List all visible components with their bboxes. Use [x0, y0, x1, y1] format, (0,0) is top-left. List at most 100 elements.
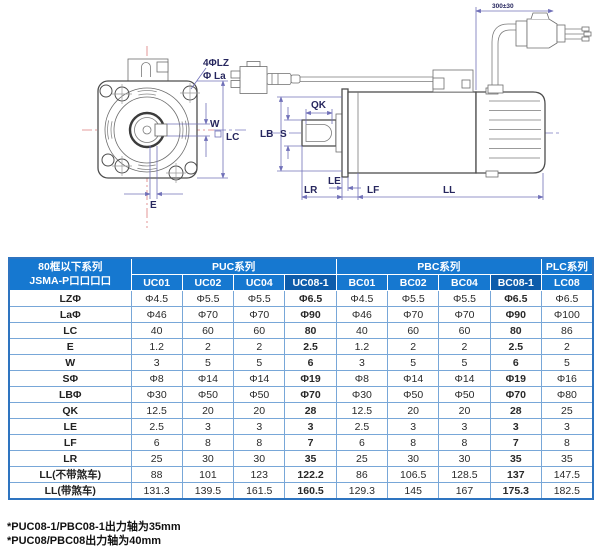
footnote-shaft-35mm: *PUC08-1/PBC08-1出力轴为35mm [7, 521, 181, 533]
cell: 40 [335, 322, 389, 339]
cell: 2 [540, 338, 594, 355]
cell: 7 [284, 434, 337, 451]
cell: Φ16 [540, 370, 594, 387]
cell: 175.3 [489, 482, 542, 500]
cell: Φ14 [233, 370, 286, 387]
cell: 2.5 [335, 418, 389, 435]
cell: Φ4.5 [335, 290, 389, 307]
cell: 3 [130, 354, 183, 371]
column-header: BC08-1 [489, 274, 542, 291]
cell: 8 [181, 434, 235, 451]
cell: Φ19 [489, 370, 542, 387]
cell: 28 [284, 402, 337, 419]
table-row: LL(不带煞车) 88 101 123 122.2 86 106.5 128.5 137 147.… [8, 466, 594, 483]
cell: 88 [130, 466, 183, 483]
cell: 20 [438, 402, 491, 419]
cell: 5 [181, 354, 235, 371]
column-header: UC01 [130, 274, 183, 291]
row-label: LZΦ [8, 290, 132, 307]
cell: 3 [438, 418, 491, 435]
cell: 20 [233, 402, 286, 419]
cell: 137 [489, 466, 542, 483]
cell: 123 [233, 466, 286, 483]
cell: Φ5.5 [233, 290, 286, 307]
cell: 80 [284, 322, 337, 339]
cell: 3 [181, 418, 235, 435]
cell: 5 [438, 354, 491, 371]
cell: 8 [233, 434, 286, 451]
dim-label-ll: LL [443, 185, 455, 196]
table-row: LC 40 60 60 80 40 60 60 80 86 [8, 322, 594, 339]
cell: Φ46 [130, 306, 183, 323]
motor-side-view: 300±30 LB S QK LE [230, 3, 592, 200]
row-label: LE [8, 418, 132, 435]
cell: Φ50 [233, 386, 286, 403]
cell: 5 [540, 354, 594, 371]
table-row: QK 12.5 20 20 28 12.5 20 20 28 25 [8, 402, 594, 419]
dim-label-lf: LF [367, 185, 379, 196]
cell: 40 [130, 322, 183, 339]
row-label: LBΦ [8, 386, 132, 403]
cell: 6 [130, 434, 183, 451]
row-label: LaΦ [8, 306, 132, 323]
cell: 7 [489, 434, 542, 451]
column-header: UC02 [181, 274, 235, 291]
cell: 167 [438, 482, 491, 500]
cell: 3 [489, 418, 542, 435]
row-label: E [8, 338, 132, 355]
column-header: LC08 [540, 274, 594, 291]
motor-dimension-diagram: 4ΦLZ Φ La W LC E [82, 3, 592, 228]
table-row: LF 6 8 8 7 6 8 8 7 8 [8, 434, 594, 451]
cell: 106.5 [387, 466, 440, 483]
row-label: LL(带煞车) [8, 482, 132, 500]
cell: 60 [181, 322, 235, 339]
cell: 2 [387, 338, 440, 355]
cell: 30 [438, 450, 491, 467]
row-label: QK [8, 402, 132, 419]
cell: 101 [181, 466, 235, 483]
cell: 30 [387, 450, 440, 467]
dim-label-le: LE [328, 176, 341, 187]
column-header: UC04 [233, 274, 286, 291]
table-row: E 1.2 2 2 2.5 1.2 2 2 2.5 2 [8, 338, 594, 355]
cell: 161.5 [233, 482, 286, 500]
cell: Φ80 [540, 386, 594, 403]
cell: 2.5 [284, 338, 337, 355]
dim-label-w: W [210, 119, 220, 130]
table-row: SΦ Φ8 Φ14 Φ14 Φ19 Φ8 Φ14 Φ14 Φ19 Φ16 [8, 370, 594, 387]
cell: 20 [181, 402, 235, 419]
cell: Φ50 [387, 386, 440, 403]
cell: 3 [284, 418, 337, 435]
cell: 122.2 [284, 466, 337, 483]
cell: 182.5 [540, 482, 594, 500]
cell: 129.3 [335, 482, 389, 500]
cell: Φ70 [181, 306, 235, 323]
dim-label-la: Φ La [203, 71, 226, 82]
cell: 8 [540, 434, 594, 451]
cell: 145 [387, 482, 440, 500]
cell: 12.5 [335, 402, 389, 419]
table-corner-header: 80框以下系列 JSMA-P口口口口 [8, 257, 132, 291]
cell: 128.5 [438, 466, 491, 483]
cell: Φ6.5 [540, 290, 594, 307]
cell: Φ6.5 [489, 290, 542, 307]
dim-label-lc: LC [226, 132, 239, 143]
column-header: BC04 [438, 274, 491, 291]
cell: 2.5 [130, 418, 183, 435]
encoder-cable-icon [230, 61, 474, 94]
cell: 6 [284, 354, 337, 371]
cell: 30 [233, 450, 286, 467]
table-row: LBΦ Φ30 Φ50 Φ50 Φ70 Φ30 Φ50 Φ50 Φ70 Φ80 [8, 386, 594, 403]
column-header: BC02 [387, 274, 440, 291]
table-row: LE 2.5 3 3 3 2.5 3 3 3 3 [8, 418, 594, 435]
cell: Φ14 [181, 370, 235, 387]
cell: Φ14 [438, 370, 491, 387]
cell: 5 [387, 354, 440, 371]
cell: Φ19 [284, 370, 337, 387]
cell: 2 [181, 338, 235, 355]
footnote-shaft-40mm: *PUC08/PBC08出力轴为40mm [7, 535, 162, 547]
cell: Φ70 [489, 386, 542, 403]
cell: Φ30 [335, 386, 389, 403]
